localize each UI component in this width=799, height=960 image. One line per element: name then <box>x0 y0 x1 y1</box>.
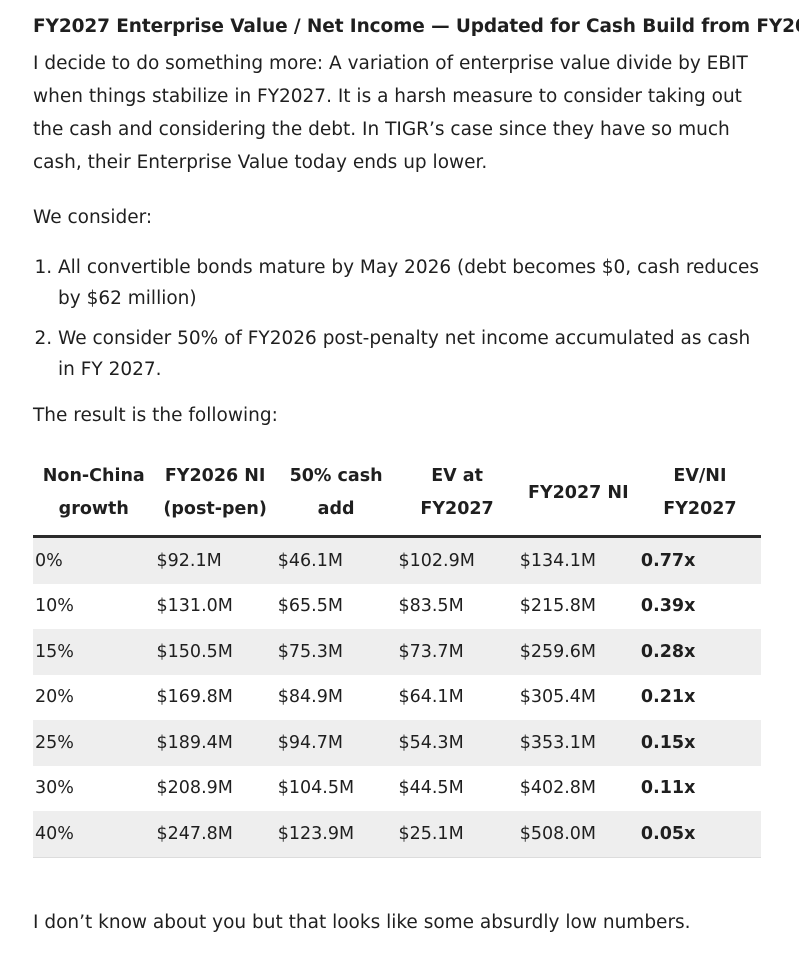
table-row: 25% $189.4M $94.7M $54.3M $353.1M 0.15x <box>33 720 761 766</box>
cell-fy2027-ni: $259.6M <box>517 629 639 675</box>
cell-fy2027-ni: $134.1M <box>517 536 639 584</box>
cell-growth: 25% <box>33 720 155 766</box>
cell-fy2026-ni: $208.9M <box>156 778 233 799</box>
table-row: 0% $92.1M $46.1M $102.9M $134.1M 0.77x <box>33 536 761 584</box>
cell-ev-ni: 0.11x <box>640 778 696 799</box>
cell-ev-ni: 0.05x <box>638 811 761 857</box>
table-row: 15% $150.5M $75.3M $73.7M $259.6M 0.28x <box>33 629 761 675</box>
cell-ev-ni: 0.28x <box>638 629 761 675</box>
table-row: 40% $247.8M $123.9M $25.1M $508.0M 0.05x <box>33 811 761 857</box>
cell-fy2027-ni: $508.0M <box>517 811 639 857</box>
header-ev-ni-fy2027: EV/NI FY2027 <box>638 455 761 538</box>
article: FY2027 Enterprise Value / Net Income — U… <box>33 0 799 939</box>
cell-cash-add: $104.5M <box>277 778 355 799</box>
cell-fy2027-ni: $402.8M <box>519 778 597 799</box>
cell-ev: $83.5M <box>398 596 464 617</box>
cell-ev: $44.5M <box>398 778 464 799</box>
result-label: The result is the following: <box>33 405 278 426</box>
header-fy2027-ni: FY2027 NI <box>517 455 639 538</box>
ev-ni-table: Non-China growth FY2026 NI (post-pen) 50% … <box>33 455 761 857</box>
cell-growth: 40% <box>33 811 155 857</box>
header-fy2026-ni: FY2026 NI (post-pen) <box>154 455 276 538</box>
table-row: 10% $131.0M $65.5M $83.5M $215.8M 0.39x <box>33 584 761 630</box>
cell-ev-ni: 0.15x <box>638 720 761 766</box>
cell-ev-ni: 0.39x <box>640 596 696 617</box>
cell-cash-add: $94.7M <box>275 720 397 766</box>
cell-cash-add: $123.9M <box>275 811 397 857</box>
table-bottom-rule <box>33 856 761 858</box>
cell-growth: 0% <box>33 536 155 584</box>
cell-cash-add: $75.3M <box>275 629 397 675</box>
cell-fy2026-ni: $131.0M <box>156 596 233 617</box>
article-title: FY2027 Enterprise Value / Net Income — U… <box>33 16 799 37</box>
cell-fy2027-ni: $305.4M <box>519 687 597 708</box>
assumption-item: We consider 50% of FY2026 post-penalty n… <box>58 323 763 385</box>
cell-ev-ni: 0.77x <box>638 536 761 584</box>
table-row: 20% $169.8M $84.9M $64.1M $305.4M 0.21x <box>33 675 761 721</box>
cell-growth: 10% <box>35 596 74 617</box>
closing-paragraph: I don’t know about you but that looks li… <box>33 911 691 933</box>
consider-label: We consider: <box>33 207 153 228</box>
cell-fy2027-ni: $215.8M <box>519 596 597 617</box>
cell-ev: $73.7M <box>396 629 518 675</box>
cell-fy2026-ni: $150.5M <box>154 629 276 675</box>
cell-cash-add: $65.5M <box>277 596 343 617</box>
table-header-row: Non-China growth FY2026 NI (post-pen) 50% … <box>33 455 761 538</box>
header-ev-fy2027: EV at FY2027 <box>396 455 518 538</box>
cell-growth: 30% <box>35 778 74 799</box>
cell-fy2026-ni: $247.8M <box>154 811 276 857</box>
cell-ev: $54.3M <box>396 720 518 766</box>
cell-cash-add: $46.1M <box>275 536 397 584</box>
table-row: 30% $208.9M $104.5M $44.5M $402.8M 0.11x <box>33 766 761 812</box>
cell-cash-add: $84.9M <box>277 687 343 708</box>
cell-fy2026-ni: $92.1M <box>154 536 276 584</box>
header-cash-add: 50% cash add <box>275 455 397 538</box>
cell-ev: $64.1M <box>398 687 464 708</box>
cell-ev: $102.9M <box>396 536 518 584</box>
header-non-china-growth: Non-China growth <box>33 455 155 538</box>
cell-growth: 15% <box>33 629 155 675</box>
cell-ev-ni: 0.21x <box>640 687 696 708</box>
cell-ev: $25.1M <box>396 811 518 857</box>
cell-fy2026-ni: $169.8M <box>156 687 233 708</box>
assumption-list: All convertible bonds mature by May 2026… <box>33 252 763 385</box>
cell-fy2027-ni: $353.1M <box>517 720 639 766</box>
cell-fy2026-ni: $189.4M <box>154 720 276 766</box>
cell-growth: 20% <box>35 687 74 708</box>
assumption-item: All convertible bonds mature by May 2026… <box>58 252 763 314</box>
intro-paragraph: I decide to do something more: A variati… <box>33 53 748 173</box>
